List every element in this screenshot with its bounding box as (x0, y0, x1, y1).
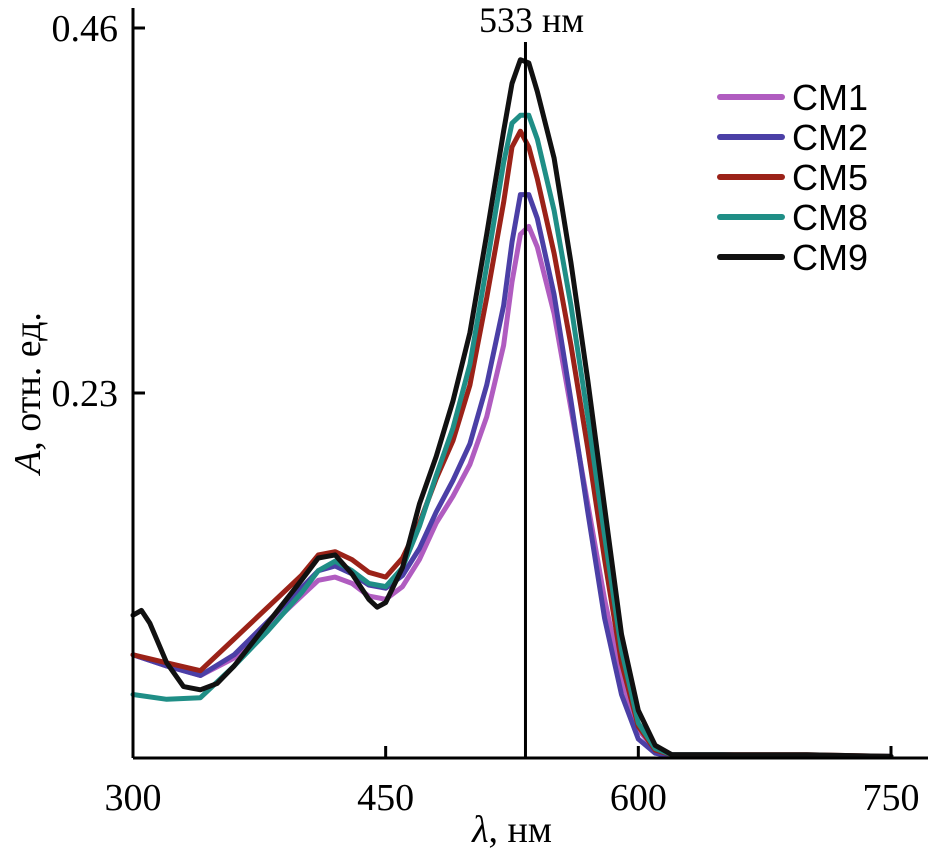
legend-label-cm5: CM5 (792, 157, 868, 198)
peak-annotation-label: 533 нм (479, 0, 584, 40)
axis-ticks: 300 450 600 750 0.23 0.46 (52, 8, 920, 819)
legend-label-cm1: CM1 (792, 77, 868, 118)
legend-label-cm8: CM8 (792, 197, 868, 238)
x-tick-label: 750 (863, 777, 920, 819)
legend-label-cm9: CM9 (792, 237, 868, 278)
series-lines (130, 57, 894, 759)
x-axis-unit: , нм (489, 809, 552, 850)
axes (131, 8, 928, 760)
legend-label-cm2: CM2 (792, 117, 868, 158)
y-tick-label: 0.46 (52, 8, 119, 50)
x-tick-label: 600 (610, 777, 667, 819)
x-tick-label: 300 (105, 777, 162, 819)
x-axis-title: λ, нм (471, 809, 552, 850)
x-axis-symbol: λ (471, 809, 488, 850)
y-axis-unit: , отн. ед. (7, 312, 49, 451)
x-tick-label: 450 (357, 777, 414, 819)
series-line-cm1 (130, 223, 894, 759)
y-tick-label: 0.23 (52, 373, 119, 415)
y-axis-title: A, отн. ед. (7, 312, 49, 477)
series-line-cm9 (130, 57, 894, 759)
series-line-cm5 (130, 128, 894, 759)
series-line-cm8 (130, 112, 894, 759)
y-axis-symbol: A (7, 450, 49, 477)
